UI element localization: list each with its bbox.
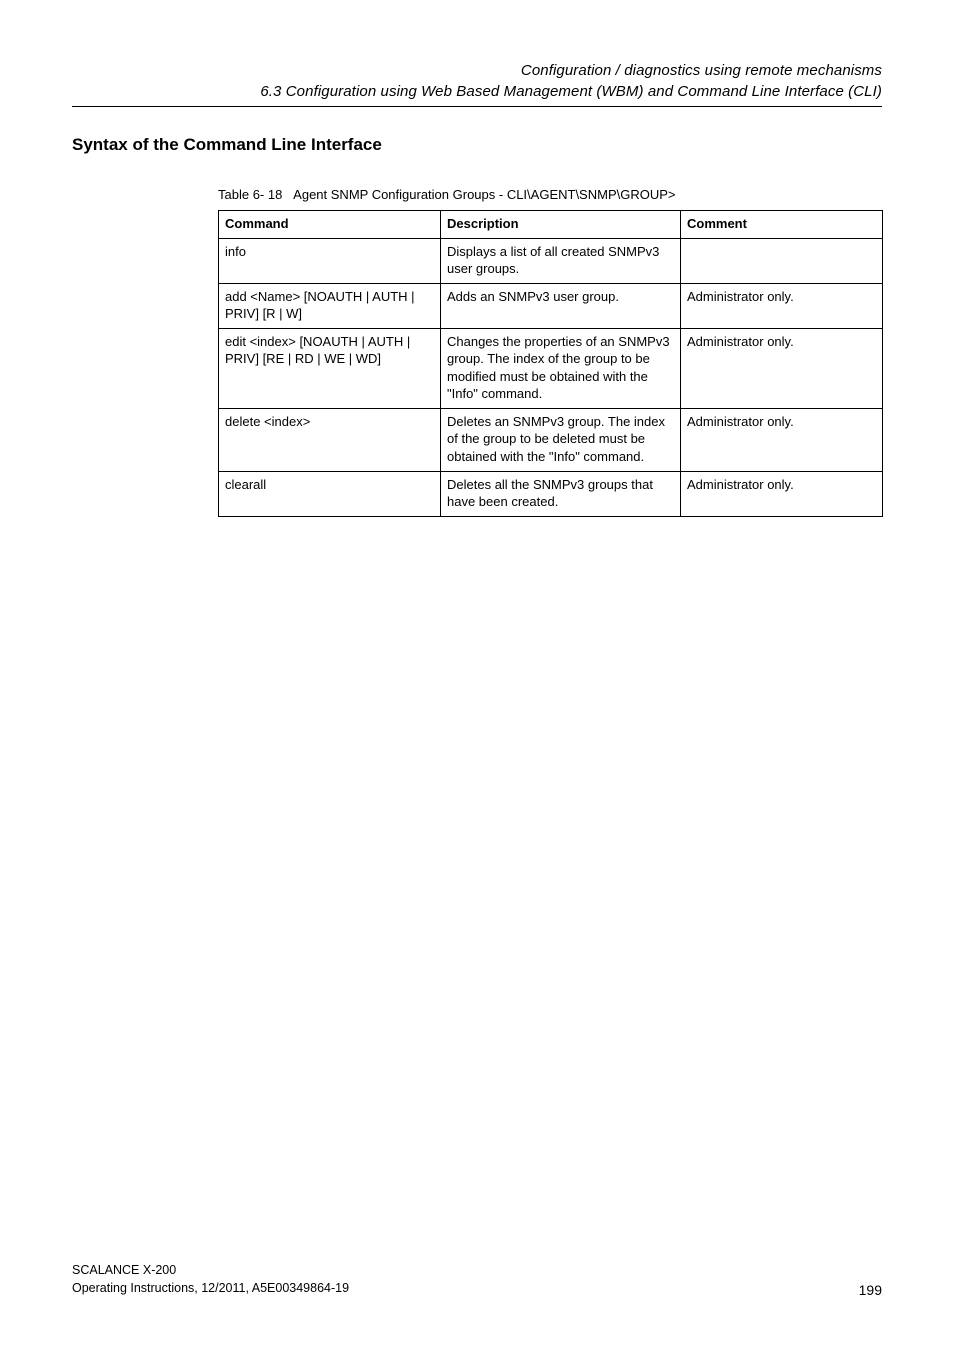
cell-command: info [219,238,441,283]
cell-command: edit <index> [NOAUTH | AUTH | PRIV] [RE … [219,328,441,408]
page-footer: SCALANCE X-200 Operating Instructions, 1… [72,1261,882,1299]
cell-command: clearall [219,471,441,516]
cell-comment: Administrator only. [681,283,883,328]
cell-description: Adds an SNMPv3 user group. [441,283,681,328]
table-caption-label: Table 6- 18 [218,187,282,202]
page-number: 199 [859,1282,882,1298]
table-header-row: Command Description Comment [219,211,883,239]
col-header-description: Description [441,211,681,239]
footer-docinfo: Operating Instructions, 12/2011, A5E0034… [72,1279,882,1298]
cell-description: Displays a list of all created SNMPv3 us… [441,238,681,283]
table-row: clearall Deletes all the SNMPv3 groups t… [219,471,883,516]
table-caption: Table 6- 18 Agent SNMP Configuration Gro… [218,187,882,202]
table-row: edit <index> [NOAUTH | AUTH | PRIV] [RE … [219,328,883,408]
cell-description: Deletes an SNMPv3 group. The index of th… [441,408,681,471]
cell-comment: Administrator only. [681,471,883,516]
table-row: delete <index> Deletes an SNMPv3 group. … [219,408,883,471]
cell-description: Deletes all the SNMPv3 groups that have … [441,471,681,516]
table-row: add <Name> [NOAUTH | AUTH | PRIV] [R | W… [219,283,883,328]
cell-comment: Administrator only. [681,328,883,408]
running-header-1: Configuration / diagnostics using remote… [72,62,882,79]
cell-comment [681,238,883,283]
col-header-command: Command [219,211,441,239]
table-row: info Displays a list of all created SNMP… [219,238,883,283]
cli-table: Command Description Comment info Display… [218,210,883,517]
cell-comment: Administrator only. [681,408,883,471]
section-heading: Syntax of the Command Line Interface [72,135,882,155]
header-divider [72,106,882,107]
cell-command: delete <index> [219,408,441,471]
col-header-comment: Comment [681,211,883,239]
cell-command: add <Name> [NOAUTH | AUTH | PRIV] [R | W… [219,283,441,328]
running-header-2: 6.3 Configuration using Web Based Manage… [72,83,882,100]
cell-description: Changes the properties of an SNMPv3 grou… [441,328,681,408]
table-caption-text: Agent SNMP Configuration Groups - CLI\AG… [293,187,675,202]
footer-product: SCALANCE X-200 [72,1261,882,1280]
